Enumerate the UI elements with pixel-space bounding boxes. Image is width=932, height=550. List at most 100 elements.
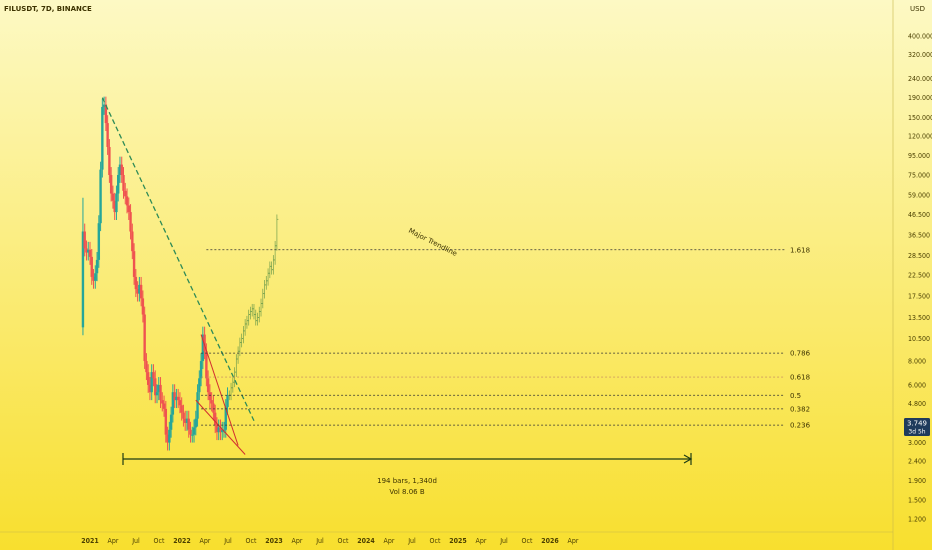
price-tick-12: 22.500 <box>908 272 930 280</box>
candle-body-12 <box>102 104 106 107</box>
time-tick-12: 2024 <box>357 537 375 545</box>
candle-body-4 <box>88 249 92 257</box>
candle-body-42 <box>155 392 159 396</box>
candle-body-59 <box>185 418 189 423</box>
price-tick-0: 400.000 <box>908 32 932 40</box>
candle-body-25 <box>125 196 129 206</box>
candle-body-17 <box>111 193 115 201</box>
price-tick-14: 13.500 <box>908 314 930 322</box>
price-tick-6: 95.000 <box>908 152 930 160</box>
price-tick-1: 320.000 <box>908 51 932 59</box>
fib-label-3: 0.5 <box>790 392 801 400</box>
fib-label-1: 0.786 <box>790 350 811 358</box>
price-tick-20: 3.000 <box>908 439 926 447</box>
candle-body-50 <box>169 414 173 430</box>
candle-body-71 <box>206 378 210 393</box>
candle-body-34 <box>141 298 145 315</box>
candle-body-8 <box>95 259 99 274</box>
candle-body-51 <box>171 392 175 415</box>
candle-body-35 <box>143 314 146 362</box>
time-tick-16: 2025 <box>449 537 467 545</box>
candle-body-30 <box>134 276 138 290</box>
candle-body-69 <box>203 334 206 352</box>
candle-body-79 <box>221 429 224 433</box>
price-tick-9: 46.500 <box>908 211 930 219</box>
time-tick-20: 2026 <box>541 537 559 545</box>
candle-body-68 <box>201 334 205 362</box>
candle-body-33 <box>139 284 143 299</box>
candle-body-72 <box>208 392 212 401</box>
time-tick-18: Jul <box>499 537 508 545</box>
candle-body-73 <box>210 400 213 404</box>
candle-body-3 <box>87 249 90 253</box>
major-trendline <box>101 97 255 422</box>
time-tick-11: Oct <box>338 537 349 545</box>
price-tick-16: 8.000 <box>908 358 926 366</box>
candle-body-58 <box>184 418 187 423</box>
price-tick-8: 59.000 <box>908 191 930 199</box>
price-tick-23: 1.500 <box>908 497 926 505</box>
current-price-badge <box>904 418 930 437</box>
time-tick-6: Jul <box>223 537 232 545</box>
time-tick-21: Apr <box>568 537 579 545</box>
candle-body-77 <box>217 427 220 433</box>
candle-body-52 <box>173 392 176 401</box>
candle-body-70 <box>205 351 208 379</box>
time-tick-17: Apr <box>476 537 487 545</box>
candle-body-31 <box>136 289 139 294</box>
candle-body-54 <box>176 396 180 401</box>
fib-label-4: 0.382 <box>790 405 810 413</box>
candle-body-28 <box>131 231 134 252</box>
price-tick-21: 2.400 <box>908 458 926 466</box>
price-tick-11: 28.500 <box>908 252 930 260</box>
candle-body-53 <box>175 396 178 401</box>
candle-body-41 <box>154 378 157 396</box>
time-tick-1: Apr <box>108 537 119 545</box>
time-tick-2: Jul <box>131 537 140 545</box>
price-tick-7: 75.000 <box>908 171 930 179</box>
price-tick-10: 36.500 <box>908 231 930 239</box>
candle-body-60 <box>187 418 190 430</box>
price-tick-2: 240.000 <box>908 75 932 83</box>
candle-body-13 <box>104 104 108 124</box>
candle-body-81 <box>224 407 227 430</box>
chart-title: FILUSDT, 7D, BINANCE <box>4 5 92 13</box>
candle-body-47 <box>164 408 168 435</box>
candle-body-26 <box>127 205 130 213</box>
price-tick-24: 1.200 <box>908 515 926 523</box>
time-tick-3: Oct <box>154 537 165 545</box>
fib-label-2: 0.618 <box>790 374 810 382</box>
candle-body-82 <box>226 395 229 408</box>
candle-body-61 <box>189 429 192 435</box>
price-tick-5: 120.000 <box>908 132 932 140</box>
candle-body-56 <box>180 405 183 413</box>
candle-body-66 <box>198 378 201 393</box>
candle-body-40 <box>152 372 155 379</box>
candle-body-45 <box>161 400 164 404</box>
candle-body-32 <box>138 284 141 294</box>
measure-bars-label: 194 bars, 1,340d <box>377 477 437 485</box>
candle-body-63 <box>192 427 196 435</box>
time-tick-4: 2022 <box>173 537 191 545</box>
countdown-label: 3d 5h <box>908 429 925 436</box>
candle-body-23 <box>122 174 125 191</box>
candle-body-64 <box>194 418 197 428</box>
candle-body-29 <box>132 251 136 277</box>
time-tick-9: Apr <box>292 537 303 545</box>
candle-body-24 <box>124 190 127 197</box>
time-tick-13: Apr <box>384 537 395 545</box>
candle-body-39 <box>150 372 153 393</box>
candle-body-20 <box>117 174 120 194</box>
price-tick-15: 10.500 <box>908 335 930 343</box>
candle-body-19 <box>115 193 118 213</box>
candle-body-1 <box>83 231 86 249</box>
time-tick-0: 2021 <box>81 537 99 545</box>
current-price-label: 3.749 <box>907 420 927 428</box>
candle-body-22 <box>120 164 123 175</box>
price-tick-13: 17.500 <box>908 292 930 300</box>
candle-body-18 <box>113 200 116 213</box>
candle-body-0 <box>81 231 85 328</box>
candle-body-65 <box>196 392 199 419</box>
